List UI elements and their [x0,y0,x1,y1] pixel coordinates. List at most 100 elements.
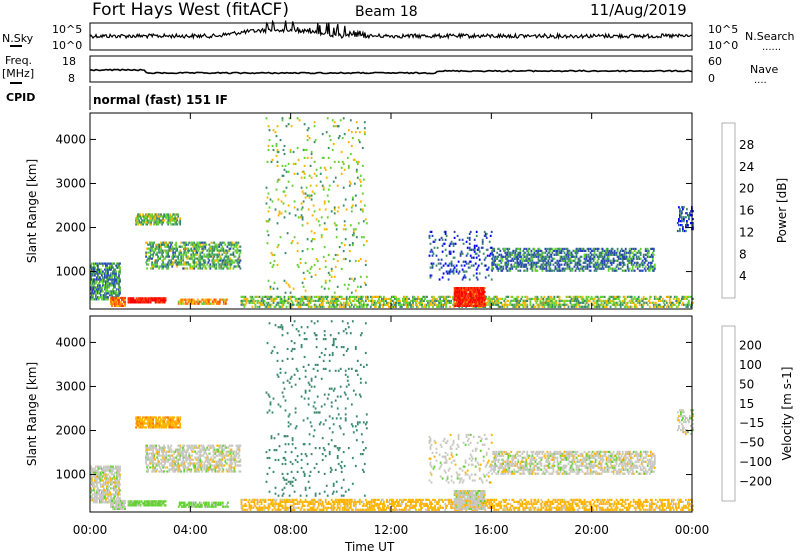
echo-cell [343,224,346,227]
echo-cell [584,259,587,262]
echo-cell [417,305,419,308]
echo-cell [653,267,656,270]
echo-cell [122,499,124,503]
echo-cell [555,261,558,264]
echo-cell [503,249,506,252]
echo-cell [482,300,485,304]
echo-cell [630,297,633,300]
echo-cell [587,299,590,302]
echo-cell [608,295,611,298]
echo-cell [650,253,653,256]
echo-cell [480,298,483,302]
echo-cell [95,292,97,295]
echo-cell [653,305,656,308]
echo-cell [97,469,99,472]
echo-cell [290,299,293,302]
echo-cell [450,260,453,263]
echo-cell [564,267,567,270]
echo-cell [510,259,513,262]
echo-cell [308,174,311,177]
echo-cell [105,499,107,502]
echo-cell [330,210,333,213]
echo-cell [345,299,348,302]
echo-cell [592,263,595,266]
echo-cell [477,296,480,300]
echo-cell [327,253,330,257]
echo-cell [453,266,456,269]
echo-cell [289,150,292,154]
echo-cell [161,223,163,226]
echo-cell [325,228,328,231]
echo-cell [353,303,356,306]
echo-cell [667,305,670,308]
echo-cell [545,267,548,270]
echo-cell [572,255,575,258]
echo-cell [380,295,382,298]
echo-cell [121,501,123,505]
echo-cell [111,499,113,503]
echo-cell [444,262,447,265]
echo-cell [603,255,606,258]
echo-cell [410,299,412,302]
echo-cell [313,160,316,163]
echo-cell [597,263,600,266]
echo-cell [526,249,529,252]
echo-cell [147,251,149,254]
echo-cell [500,267,503,270]
echo-cell [466,298,469,302]
echo-cell [633,305,636,308]
echo-cell [575,301,578,304]
echo-cell [152,255,154,258]
echo-cell [473,238,476,241]
echo-cell [195,261,198,264]
echo-cell [162,267,164,270]
echo-cell [117,264,119,267]
echo-cell [143,301,146,304]
echo-cell [209,302,212,305]
echo-cell [120,501,122,505]
echo-cell [193,241,196,244]
echo-cell [135,504,138,507]
echo-cell [100,483,102,486]
echo-cell [190,243,193,246]
echo-cell [631,267,634,270]
echo-cell [149,213,151,216]
echo-cell [106,485,108,488]
echo-cell [113,262,115,265]
echo-cell [613,295,616,298]
echo-cell [190,249,193,252]
echo-cell [514,253,517,256]
echo-cell [352,230,355,233]
echo-cell [587,259,590,262]
echo-cell [492,247,495,250]
echo-cell [124,300,126,304]
echo-cell [150,217,152,220]
echo-cell [202,302,205,305]
echo-cell [133,301,136,304]
echo-cell [158,219,160,222]
echo-cell [469,260,472,263]
echo-cell [503,247,506,250]
echo-cell [304,261,307,265]
echo-cell [103,471,105,474]
echo-cell [344,198,347,201]
echo-cell [301,206,304,209]
echo-cell [91,268,93,271]
echo-cell [150,297,153,300]
echo-cell [631,259,634,262]
echo-cell [284,194,287,197]
echo-cell [478,298,481,302]
echo-cell [516,297,519,300]
echo-cell [460,292,463,296]
echo-cell [107,489,109,492]
echo-cell [290,295,293,298]
echo-cell [192,255,195,258]
echo-cell [470,294,473,298]
echo-cell [114,296,116,300]
echo-cell [462,296,465,300]
echo-cell [118,300,120,304]
echo-cell [239,267,242,270]
echo-cell [579,255,582,258]
echo-cell [483,298,486,302]
echo-cell [92,497,94,500]
